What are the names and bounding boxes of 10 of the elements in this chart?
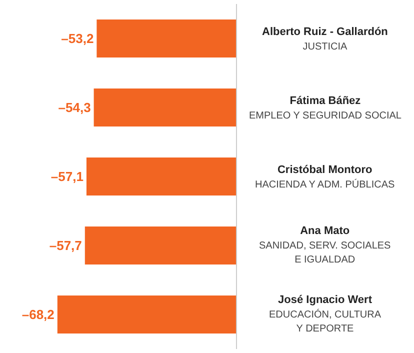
y-tick-label: Alberto Ruiz - Gallardón JUSTICIA (262, 26, 388, 52)
data-label: –57,7 (49, 238, 82, 254)
data-label: –57,1 (50, 169, 84, 184)
y-tick-label: Ana Mato SANIDAD, SERV. SOCIALES E IGUALDAD (259, 225, 392, 266)
y-tick-label: José Ignacio Wert EDUCACIÓN, CULTURA Y DEPORTE (269, 294, 382, 335)
data-label: –53,2 (61, 31, 94, 46)
data-label: –54,3 (58, 100, 91, 116)
data-label: –68,2 (22, 307, 54, 322)
y-tick-label: Cristóbal Montoro HACIENDA Y ADM. PÚBLICAS (255, 164, 396, 190)
y-tick-label: Fátima Báñez EMPLEO Y SEGURIDAD SOCIAL (249, 95, 402, 122)
